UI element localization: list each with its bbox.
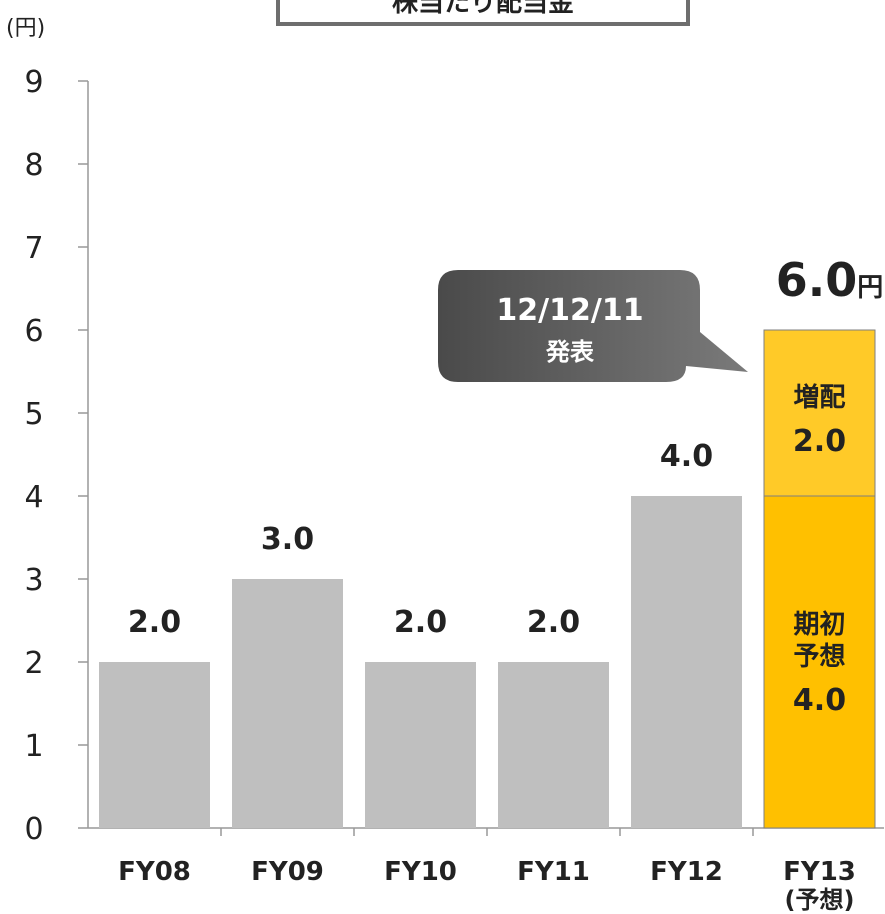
x-category-label: FY09: [251, 857, 324, 887]
y-axis-unit-label: (円): [6, 16, 46, 41]
segment-value-label: 4.0: [793, 683, 846, 718]
segment-label: 期初: [793, 610, 845, 640]
y-tick-label: 6: [24, 314, 43, 349]
x-category-label: FY12: [650, 857, 723, 887]
bar-fy09: [232, 579, 343, 828]
data-label: 2.0: [527, 605, 580, 640]
callout-bubble: [438, 270, 748, 382]
data-label: 4.0: [660, 439, 713, 474]
data-label: 3.0: [261, 522, 314, 557]
y-tick-label: 0: [24, 812, 43, 847]
bar-fy10: [365, 662, 476, 828]
stacked-segment-increase: [763, 329, 876, 497]
callout-date: 12/12/11: [496, 293, 643, 328]
y-tick-label: 7: [24, 231, 43, 266]
x-category-label: FY10: [384, 857, 457, 887]
data-label: 2.0: [128, 605, 181, 640]
x-category-sublabel: (予想): [785, 886, 855, 914]
bar-fy08: [99, 662, 210, 828]
stacked-segment-initial-forecast: [763, 495, 876, 829]
y-tick-label: 1: [24, 729, 43, 764]
bar-fy12: [631, 496, 742, 828]
x-category-label: FY11: [517, 857, 590, 887]
y-tick-label: 8: [24, 148, 43, 183]
segment-label: 予想: [793, 642, 845, 672]
y-tick-label: 4: [24, 480, 43, 515]
y-tick-label: 3: [24, 563, 43, 598]
chart-title-box: 株当たり配当金: [276, 0, 690, 26]
total-label: 6.0円: [776, 253, 884, 307]
callout-announcement: 発表: [545, 338, 595, 366]
segment-value-label: 2.0: [793, 424, 846, 459]
y-tick-label: 5: [24, 397, 43, 432]
x-category-label: FY08: [118, 857, 191, 887]
bar-fy11: [498, 662, 609, 828]
segment-label: 増配: [793, 383, 845, 413]
data-label: 2.0: [394, 605, 447, 640]
chart-title: 株当たり配当金: [391, 0, 574, 18]
x-category-label: FY13: [783, 857, 856, 887]
y-tick-label: 2: [24, 646, 43, 681]
y-tick-label: 9: [24, 65, 43, 100]
